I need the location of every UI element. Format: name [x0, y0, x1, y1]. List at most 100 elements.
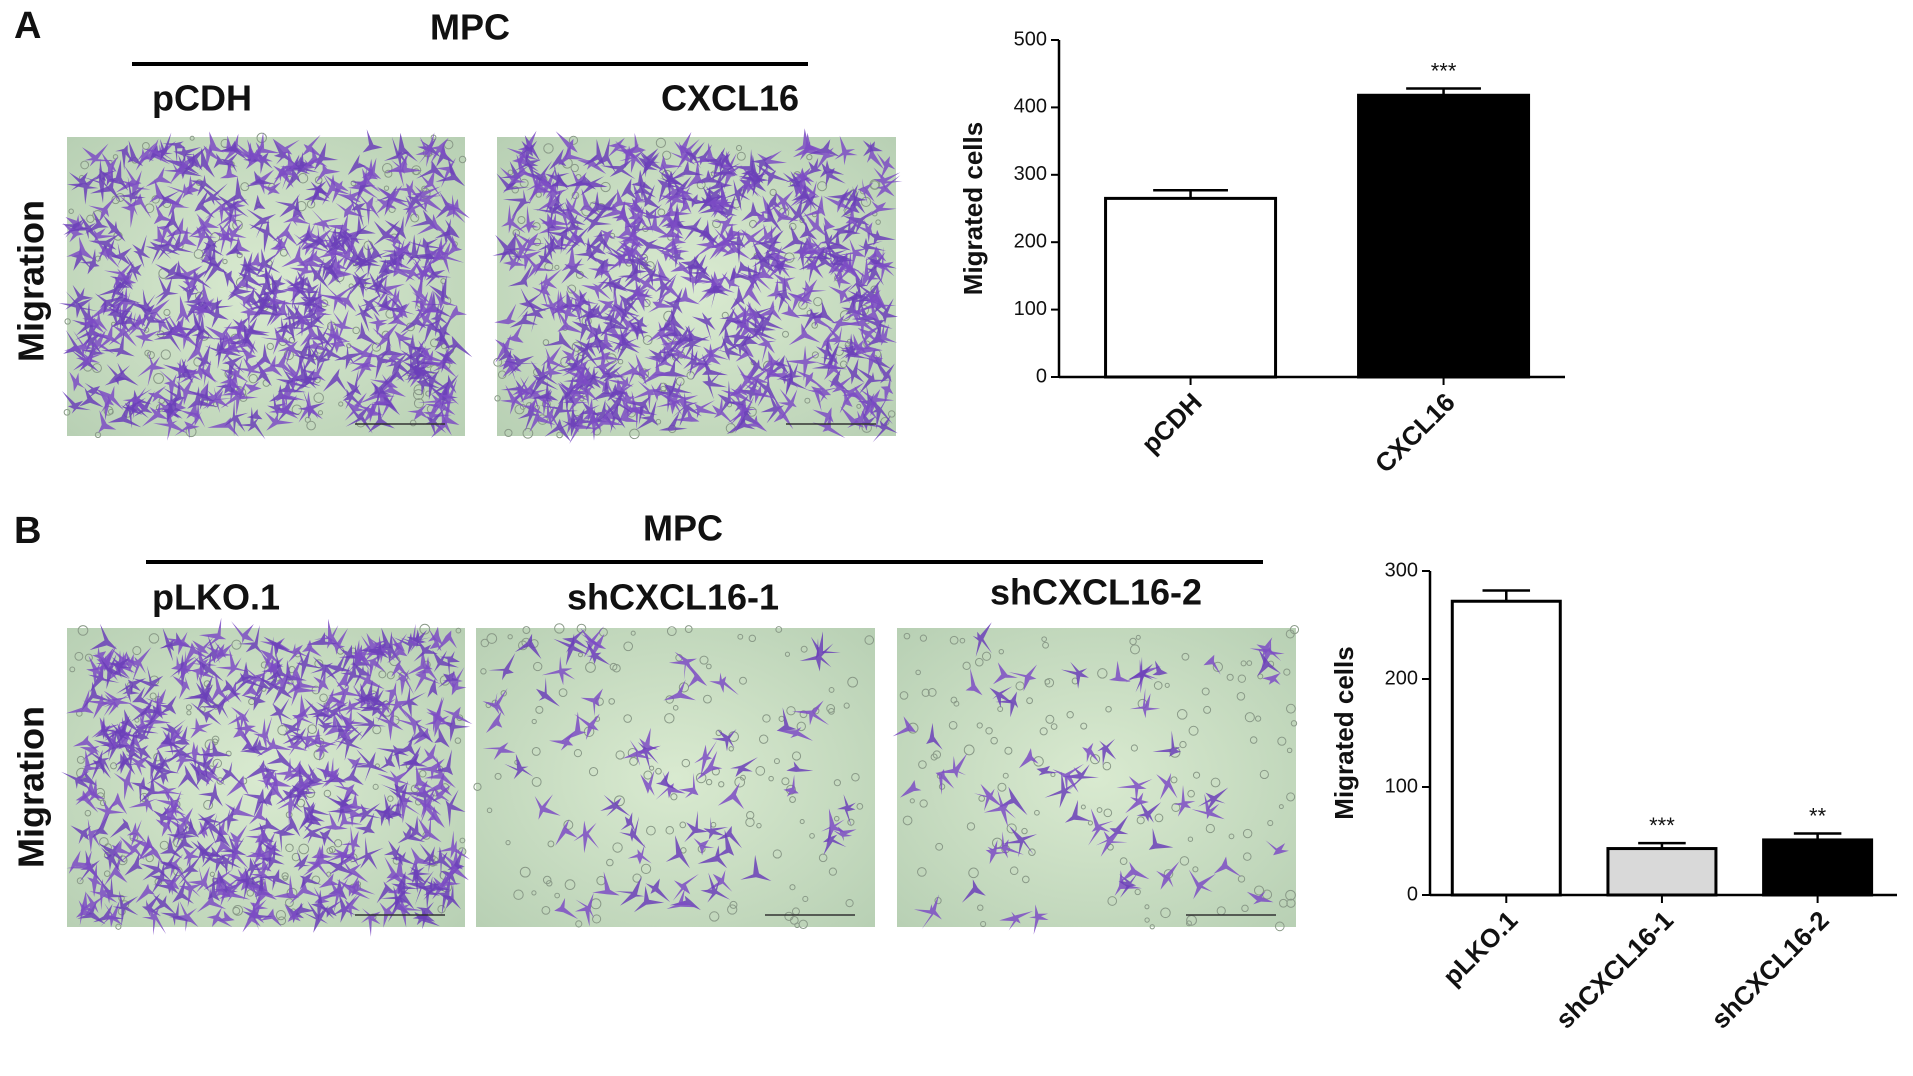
pore [768, 775, 774, 782]
pore [1097, 668, 1108, 679]
cell [238, 260, 264, 292]
cell [531, 279, 551, 309]
cell [560, 295, 585, 326]
cell [143, 312, 168, 335]
pore [1096, 807, 1103, 813]
cell [160, 719, 187, 747]
pore [1134, 888, 1141, 896]
cell [125, 254, 143, 283]
pore [1186, 920, 1192, 927]
pore [1009, 866, 1019, 876]
cell [94, 798, 125, 830]
pore [543, 143, 554, 154]
cell [637, 742, 661, 771]
cell [730, 286, 745, 310]
cell [871, 323, 898, 346]
cell [394, 257, 424, 283]
cell [283, 815, 301, 837]
cell [96, 279, 127, 305]
cell [248, 799, 269, 825]
pore [163, 308, 171, 317]
cell [222, 133, 253, 163]
cell [701, 271, 729, 291]
pore [531, 890, 537, 896]
cell [109, 262, 134, 296]
cell [433, 280, 458, 311]
cell [374, 703, 404, 741]
cell [220, 176, 250, 206]
cell [674, 216, 704, 243]
significance: ** [1809, 803, 1827, 828]
pore [148, 633, 160, 644]
micrograph [61, 617, 473, 937]
cell [648, 349, 667, 365]
cell [88, 663, 120, 693]
cell [255, 674, 279, 696]
cell [77, 900, 106, 925]
cell [302, 825, 329, 845]
pore [1164, 682, 1170, 688]
cell [283, 208, 311, 227]
cell [579, 188, 602, 217]
micrograph [58, 129, 473, 441]
cell [201, 382, 233, 409]
cell [91, 812, 110, 839]
cell [275, 306, 307, 343]
pore [612, 842, 623, 853]
cell [246, 881, 268, 898]
cell [142, 749, 166, 781]
cell [194, 189, 215, 219]
cell [709, 672, 739, 696]
pore [429, 364, 440, 375]
cell [335, 202, 365, 218]
cell [770, 204, 799, 223]
cell [256, 869, 292, 891]
pore [740, 774, 746, 781]
cell [763, 356, 782, 382]
cell [589, 305, 603, 318]
cell [147, 385, 169, 403]
cell [104, 362, 139, 386]
pore [1066, 711, 1074, 719]
cell [295, 229, 327, 247]
cell [429, 137, 450, 164]
cell [233, 866, 264, 901]
pore [159, 840, 169, 850]
pore [1289, 625, 1300, 635]
cell [120, 170, 151, 196]
cell [342, 252, 374, 274]
cell [630, 182, 646, 208]
cell [379, 885, 412, 911]
pore [486, 807, 493, 814]
cell [223, 319, 251, 338]
cell [145, 241, 173, 265]
cell [255, 875, 275, 898]
cell [388, 155, 422, 173]
cell [273, 875, 300, 899]
cell [1256, 637, 1282, 661]
cell [361, 635, 389, 671]
cell [834, 135, 858, 166]
cell [382, 360, 405, 389]
cell [84, 778, 106, 804]
cell [285, 167, 301, 191]
cell [522, 398, 544, 417]
cell [217, 223, 232, 243]
cell [710, 150, 738, 177]
pore [799, 819, 805, 825]
cell [498, 354, 522, 382]
cell [190, 661, 216, 682]
cell [178, 817, 200, 838]
cell [1088, 808, 1114, 846]
cell [544, 418, 572, 442]
cell [760, 350, 791, 372]
cell [789, 281, 814, 308]
cell [197, 813, 222, 835]
cell [136, 301, 159, 328]
cell [322, 319, 350, 351]
pore [903, 632, 911, 640]
cell [657, 313, 676, 333]
cell [141, 402, 169, 427]
pore [372, 783, 379, 790]
pore [542, 875, 552, 885]
